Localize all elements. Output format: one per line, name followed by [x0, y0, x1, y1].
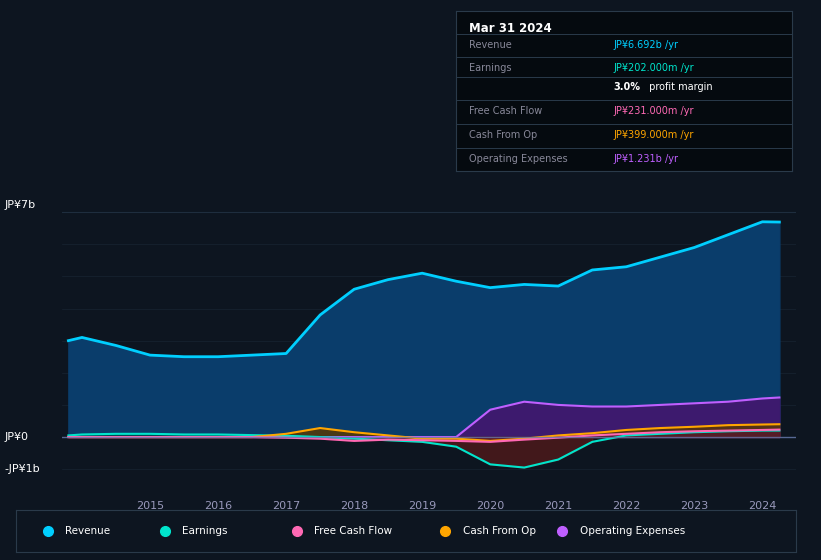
Text: 2015: 2015: [136, 501, 164, 511]
Text: Operating Expenses: Operating Expenses: [469, 154, 568, 164]
Text: JP¥0: JP¥0: [4, 432, 28, 442]
Text: JP¥399.000m /yr: JP¥399.000m /yr: [614, 130, 695, 140]
Text: Revenue: Revenue: [469, 40, 511, 50]
Text: -JP¥1b: -JP¥1b: [4, 464, 39, 474]
Text: 2018: 2018: [340, 501, 369, 511]
Text: profit margin: profit margin: [646, 82, 713, 92]
Text: Cash From Op: Cash From Op: [469, 130, 538, 140]
Text: JP¥202.000m /yr: JP¥202.000m /yr: [614, 63, 695, 73]
Text: 2019: 2019: [408, 501, 436, 511]
Text: Cash From Op: Cash From Op: [462, 526, 535, 535]
Text: JP¥7b: JP¥7b: [4, 200, 35, 210]
Text: JP¥1.231b /yr: JP¥1.231b /yr: [614, 154, 679, 164]
Text: 2016: 2016: [204, 501, 232, 511]
Text: Earnings: Earnings: [181, 526, 227, 535]
Text: 2021: 2021: [544, 501, 572, 511]
Text: 2022: 2022: [612, 501, 640, 511]
Text: JP¥231.000m /yr: JP¥231.000m /yr: [614, 106, 695, 116]
Text: 2023: 2023: [680, 501, 709, 511]
Text: Free Cash Flow: Free Cash Flow: [314, 526, 392, 535]
Text: Mar 31 2024: Mar 31 2024: [469, 22, 552, 35]
Text: 2024: 2024: [748, 501, 777, 511]
Text: 2020: 2020: [476, 501, 504, 511]
Text: Earnings: Earnings: [469, 63, 511, 73]
Text: Revenue: Revenue: [65, 526, 110, 535]
Text: 3.0%: 3.0%: [614, 82, 641, 92]
Text: JP¥6.692b /yr: JP¥6.692b /yr: [614, 40, 679, 50]
Text: 2017: 2017: [272, 501, 300, 511]
Text: Operating Expenses: Operating Expenses: [580, 526, 685, 535]
Text: Free Cash Flow: Free Cash Flow: [469, 106, 543, 116]
